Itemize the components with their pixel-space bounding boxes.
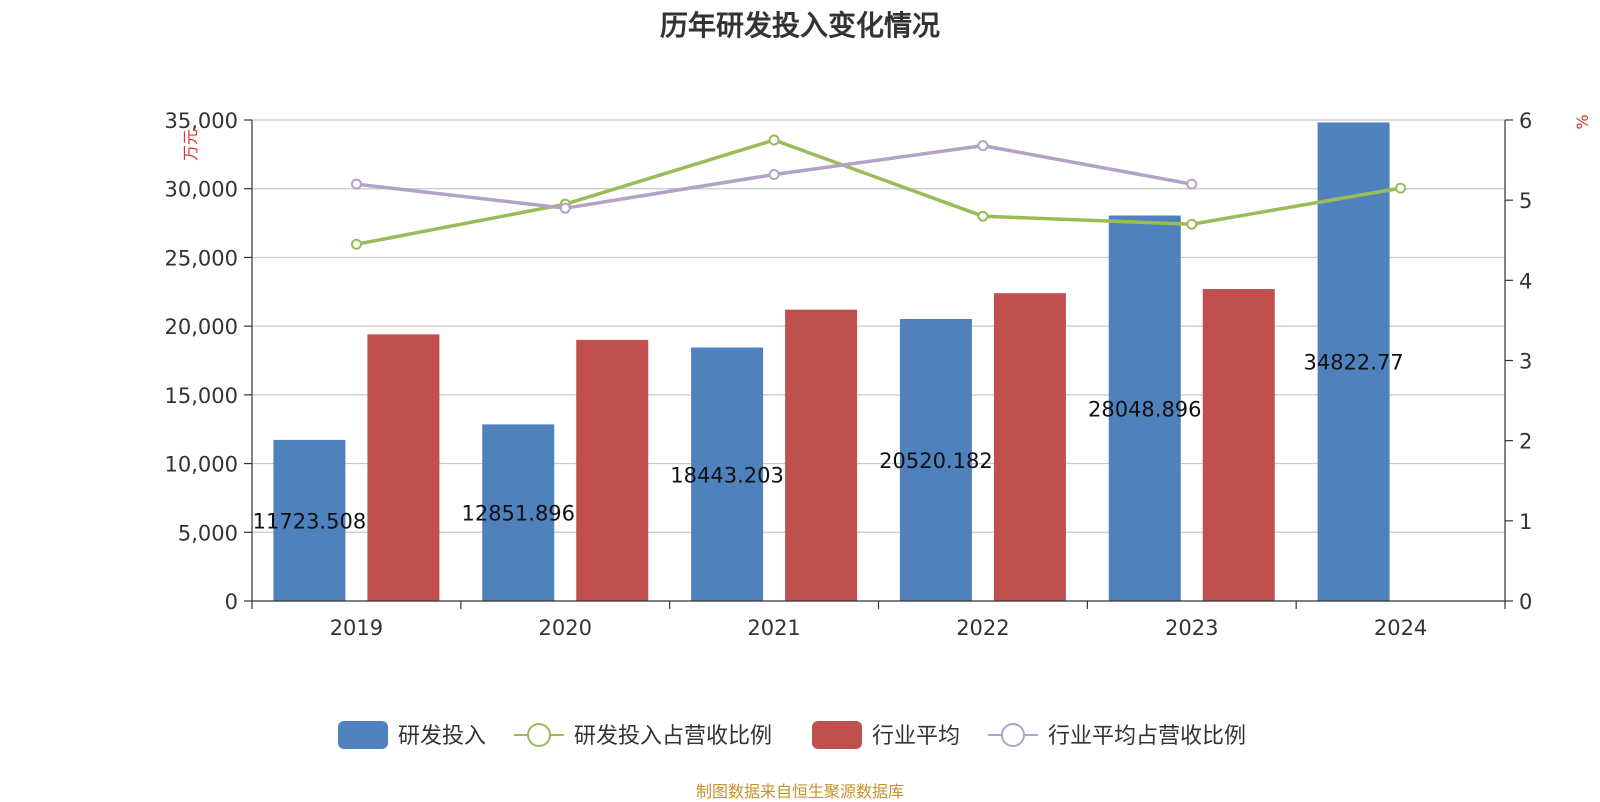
bar-value-label: 18443.203: [670, 463, 784, 487]
bar-rd-2019: [273, 439, 346, 601]
line-point: [1395, 182, 1407, 194]
y-right-tick-label: 5: [1519, 189, 1532, 213]
legend-label: 行业平均占营收比例: [1048, 724, 1246, 749]
axes: 0 5,000 10,000 15,000 20,000 25,000 30,000 35,0…: [165, 109, 1592, 640]
y-left-tick-label: 30,000: [165, 178, 238, 202]
line-point: [768, 134, 780, 146]
legend-marker: [1001, 723, 1025, 747]
bar-value-label: 28048.896: [1088, 397, 1202, 421]
bar-rd-2021: [691, 347, 764, 601]
y-right-tick-label: 1: [1519, 510, 1532, 534]
legend-marker: [527, 723, 551, 747]
bar-rd-2024: [1317, 122, 1390, 602]
y-left-tick-label: 35,000: [165, 109, 238, 133]
bar-industry-2021: [785, 309, 858, 601]
x-tick-label: 2023: [1165, 616, 1218, 640]
y-right-tick-label: 6: [1519, 109, 1532, 133]
y-right-unit: %: [1573, 114, 1592, 129]
x-tick-label: 2024: [1374, 616, 1427, 640]
data-labels: 11723.508 12851.896 18443.203 20520.182 2804…: [253, 351, 1404, 534]
grid-lines: [252, 119, 1505, 533]
y-left-unit: 万元: [181, 129, 200, 161]
line-point: [1186, 178, 1198, 190]
y-left-tick-label: 5,000: [178, 521, 238, 545]
line-point: [977, 140, 989, 152]
bar-value-label: 34822.77: [1303, 351, 1403, 375]
x-tick-label: 2022: [956, 616, 1009, 640]
bar-rd-2022: [899, 318, 972, 601]
legend-swatch: [812, 721, 862, 749]
bar-value-label: 12851.896: [461, 502, 575, 526]
y-left-tick-label: 10,000: [165, 453, 238, 477]
bar-value-label: 20520.182: [879, 449, 993, 473]
lines: [350, 134, 1407, 250]
legend-label: 研发投入: [398, 724, 486, 749]
bar-rd-2020: [482, 424, 555, 601]
y-right-tick-label: 3: [1519, 350, 1532, 374]
y-left-tick-label: 15,000: [165, 384, 238, 408]
bar-industry-2023: [1202, 289, 1275, 601]
bar-value-label: 11723.508: [253, 509, 367, 533]
x-tick-label: 2019: [330, 616, 383, 640]
y-right-tick-label: 2: [1519, 430, 1532, 454]
line-point: [559, 202, 571, 214]
bar-rd-2023: [1108, 215, 1181, 602]
series-line-rd-ratio: [356, 138, 1401, 246]
y-left-tick-label: 20,000: [165, 315, 238, 339]
line-point: [977, 210, 989, 222]
y-right-tick-label: 4: [1519, 269, 1532, 293]
bars: [273, 122, 1390, 602]
line-point: [768, 169, 780, 181]
legend-swatch: [338, 721, 388, 749]
bar-industry-2020: [576, 339, 649, 601]
line-point: [1186, 218, 1198, 230]
y-right-tick-label: 0: [1519, 590, 1532, 614]
bar-industry-2022: [993, 293, 1066, 601]
x-tick-label: 2021: [747, 616, 800, 640]
y-left-tick-label: 0: [225, 590, 238, 614]
x-tick-label: 2020: [539, 616, 592, 640]
y-left-tick-label: 25,000: [165, 246, 238, 270]
chart-title: 历年研发投入变化情况: [659, 9, 940, 42]
legend-label: 行业平均: [872, 724, 960, 749]
line-point: [350, 178, 362, 190]
legend: 研发投入 研发投入占营收比例 行业平均 行业平均占营收比例: [338, 721, 1246, 749]
line-point: [350, 238, 362, 250]
legend-label: 研发投入占营收比例: [574, 724, 772, 749]
bar-industry-2019: [367, 334, 440, 601]
source-note: 制图数据来自恒生聚源数据库: [695, 782, 904, 801]
